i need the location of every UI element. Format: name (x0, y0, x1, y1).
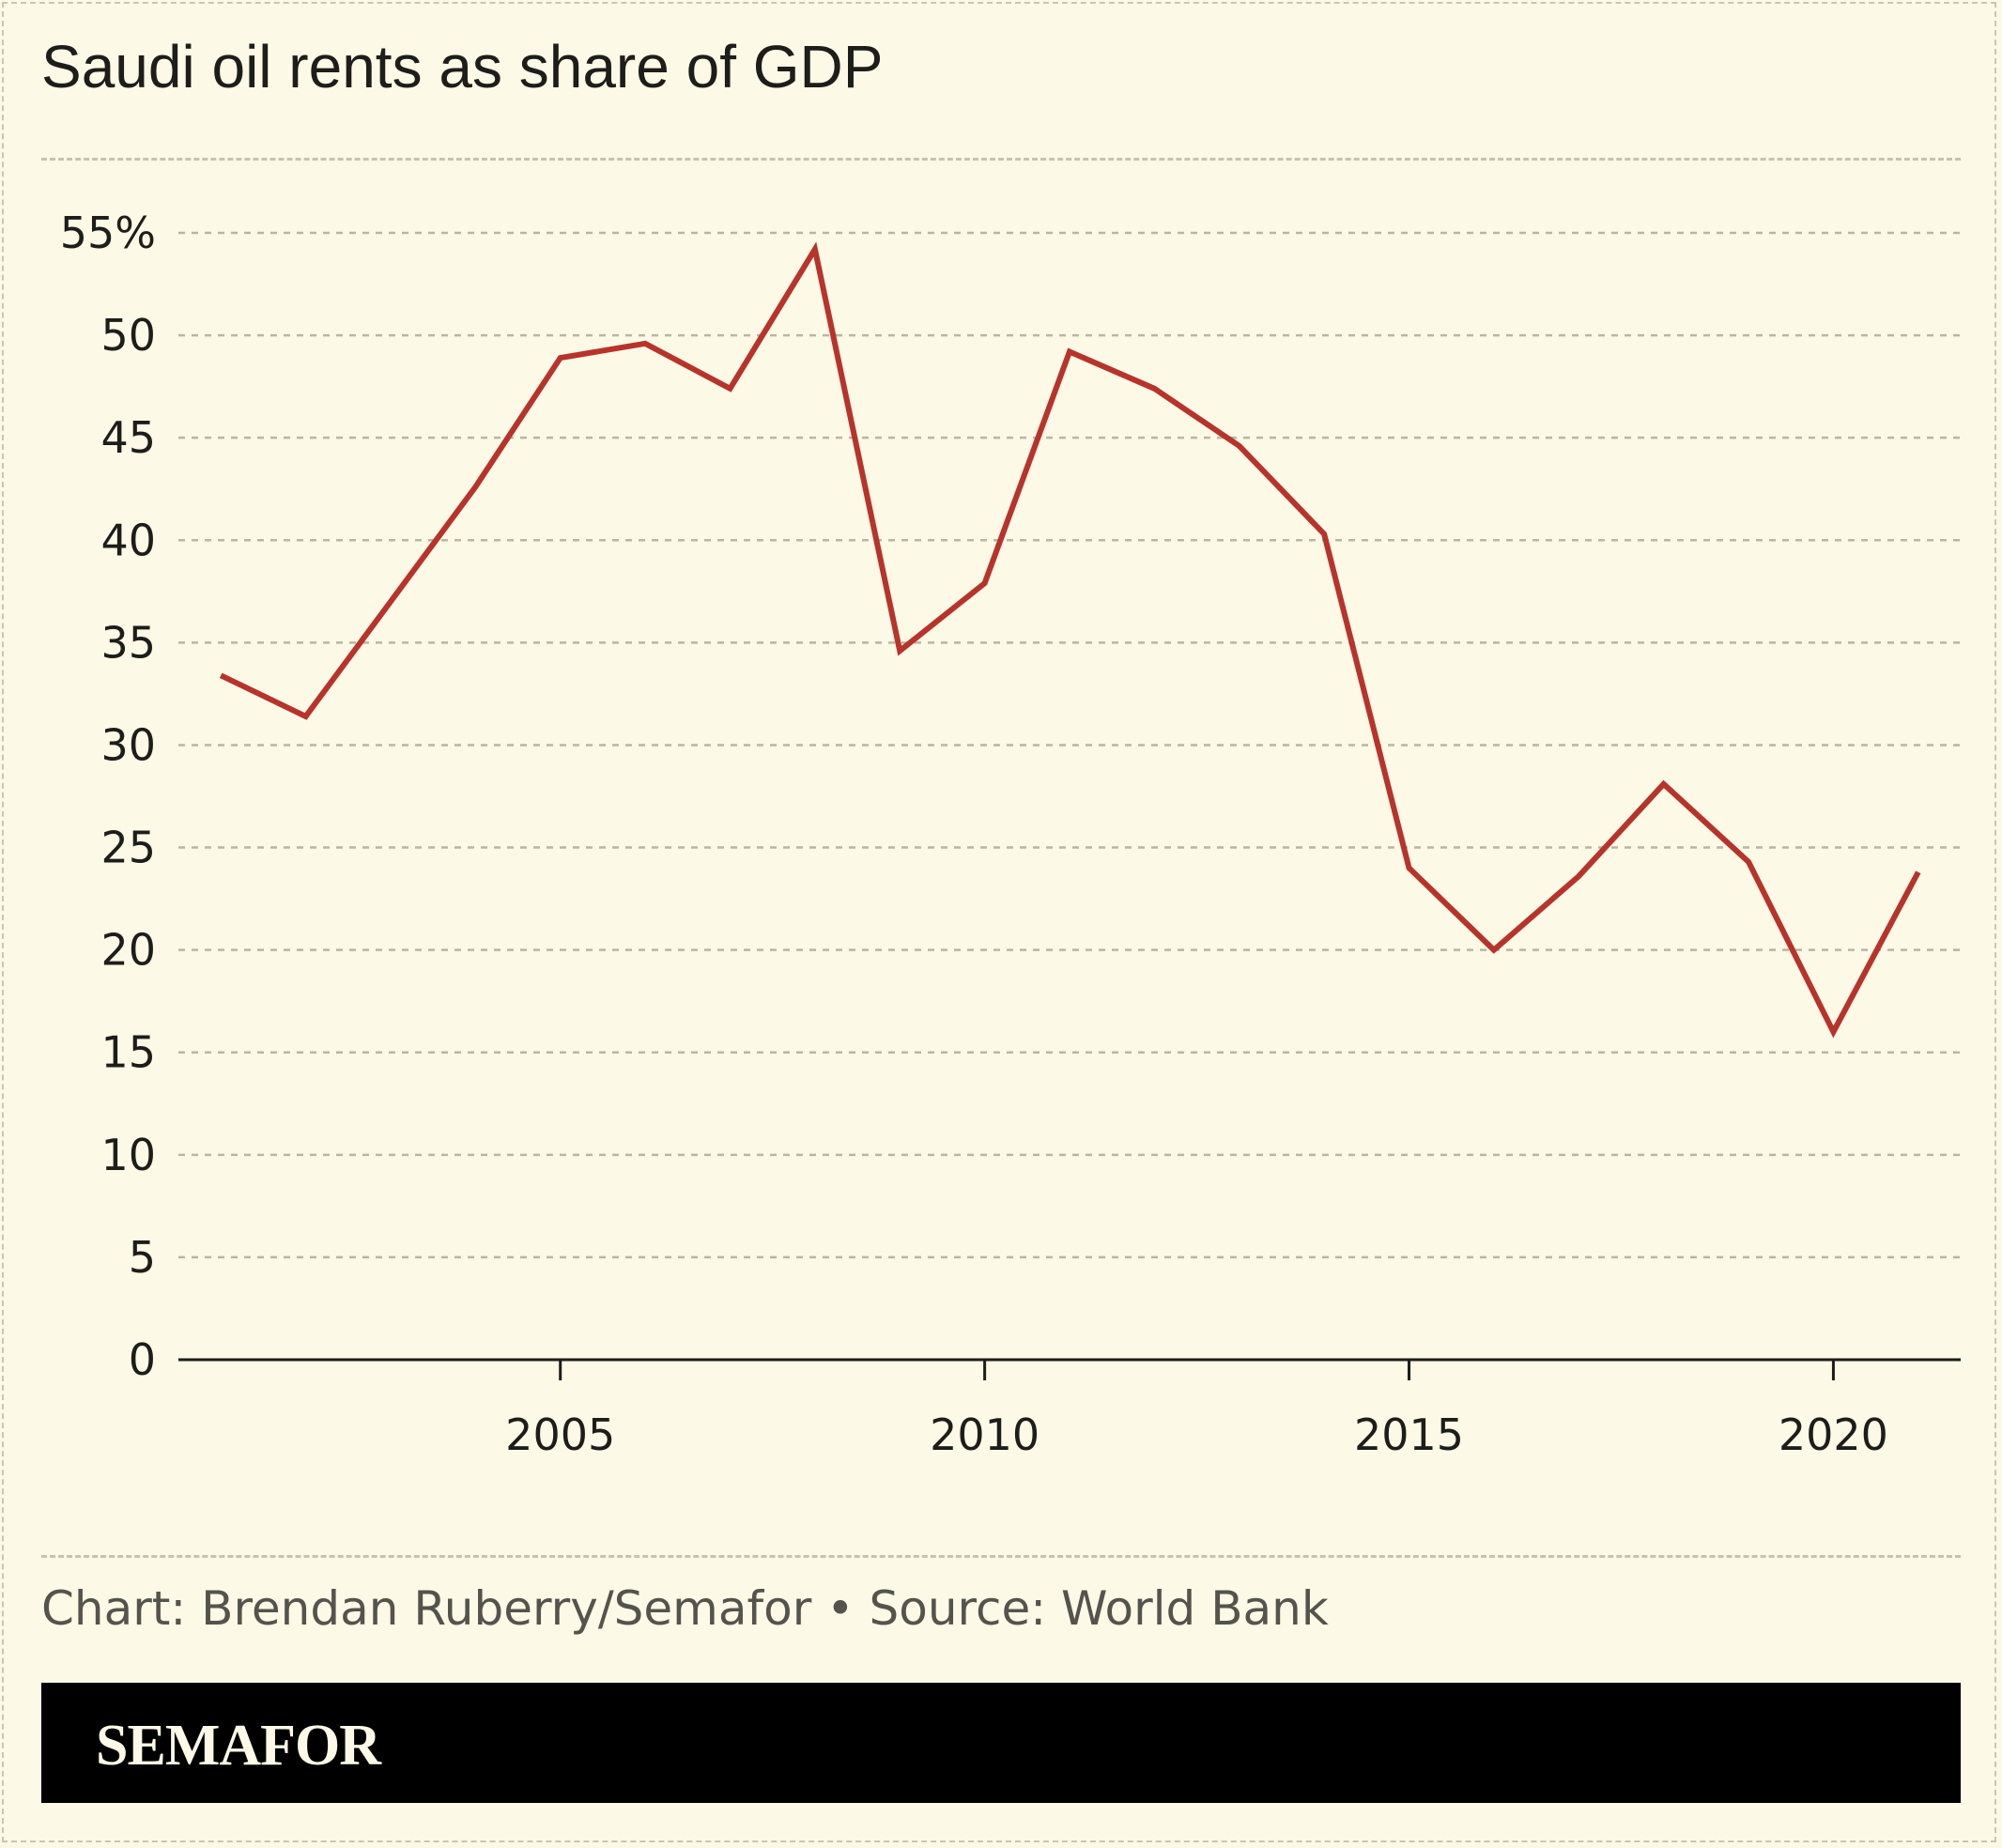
chart-credit: Chart: Brendan Ruberry/Semafor • Source:… (41, 1581, 1329, 1636)
x-tick-label: 2010 (930, 1409, 1040, 1460)
y-tick-label: 25 (100, 823, 156, 873)
y-tick-label: 35 (100, 617, 156, 668)
y-axis-ticks: 0 5 10 15 20 25 30 35 40 45 50 55% (60, 208, 156, 1385)
x-tick-label: 2020 (1779, 1409, 1888, 1460)
y-tick-label: 50 (100, 310, 156, 361)
brand-bar: SEMAFOR (41, 1683, 1961, 1803)
series-line-0 (219, 241, 1921, 1039)
line-chart: 0 5 10 15 20 25 30 35 40 45 50 55% 2005 2010 2015 2020 (60, 208, 1961, 1460)
x-axis-ticks: 2005 2010 2015 2020 (178, 1358, 1961, 1460)
y-tick-label: 0 (129, 1334, 156, 1385)
chart-title: Saudi oil rents as share of GDP (41, 33, 884, 100)
y-tick-label: 5 (129, 1232, 156, 1283)
y-tick-label: 15 (100, 1027, 156, 1078)
y-tick-label: 55% (60, 208, 156, 258)
y-tick-label: 40 (100, 515, 156, 565)
y-tick-label: 30 (100, 719, 156, 770)
brand-logo: SEMAFOR (96, 1714, 381, 1778)
x-tick-label: 2015 (1354, 1409, 1464, 1460)
bottom-divider (41, 1555, 1961, 1558)
y-tick-label: 10 (100, 1130, 156, 1180)
x-tick-label: 2005 (505, 1409, 615, 1460)
top-divider (41, 158, 1961, 161)
series-layer (219, 241, 1921, 1039)
y-tick-label: 20 (100, 925, 156, 976)
y-tick-label: 45 (100, 412, 156, 463)
gridlines (178, 231, 1961, 1259)
